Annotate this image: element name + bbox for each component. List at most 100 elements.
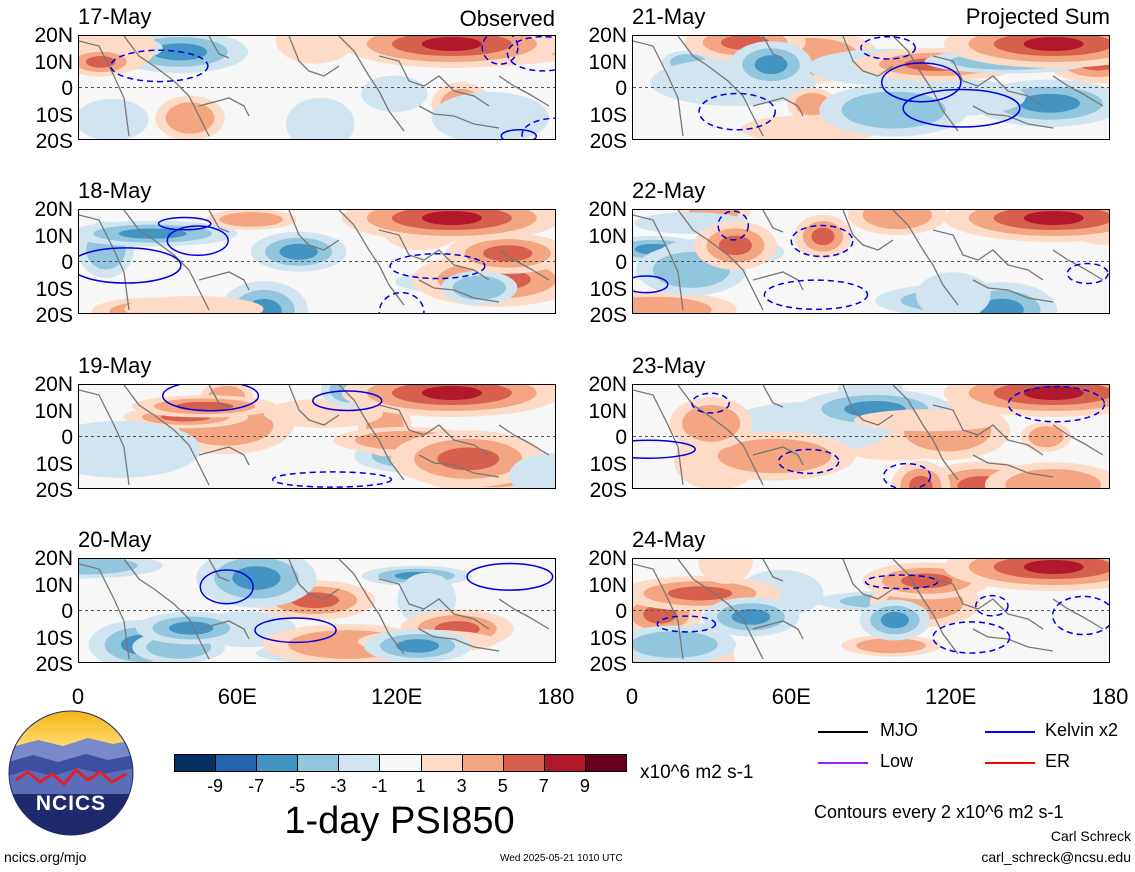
coastline [198, 446, 250, 466]
colorbar-tick-label: -5 [289, 776, 306, 796]
positive-anomaly-shading [718, 235, 752, 256]
lat-label: 10N [34, 573, 73, 597]
coastline [752, 97, 804, 117]
coastline [288, 36, 340, 77]
coastline [198, 620, 250, 640]
footer-email[interactable]: carl_schreck@ncsu.edu [981, 849, 1131, 865]
lon-label: 180 [537, 684, 575, 709]
kelvin-contour [79, 247, 182, 284]
lat-label: 0 [615, 600, 627, 623]
colorbar-tick-label: -3 [330, 776, 347, 796]
panel-date: 21-May [632, 4, 706, 29]
colorbar-tick-label: 7 [538, 776, 549, 796]
lat-label: 0 [615, 426, 627, 449]
positive-anomaly-shading [85, 56, 116, 68]
coastline [123, 36, 210, 137]
lat-label: 10N [34, 224, 73, 248]
positive-anomaly-shading [643, 604, 677, 624]
legend-er-line [985, 762, 1035, 764]
lat-label: 20S [35, 653, 73, 676]
coastline [752, 446, 804, 466]
positive-anomaly-shading [165, 102, 215, 134]
positive-anomaly-shading [219, 212, 284, 227]
coastline [842, 210, 894, 251]
lat-label: 0 [61, 600, 73, 623]
colorbar-tick-label: 5 [497, 776, 508, 796]
positive-anomaly-shading [483, 245, 533, 262]
psi850-map-panel [632, 209, 1110, 314]
lat-label: 20N [34, 373, 73, 396]
colorbar-swatch [379, 754, 422, 772]
lat-label: 10S [589, 452, 627, 476]
legend-kelvin-label: Kelvin x2 [1045, 720, 1119, 740]
coastline [498, 249, 550, 281]
coastline [208, 36, 230, 59]
coastline [842, 559, 894, 600]
legend-er-label: ER [1045, 751, 1071, 771]
negative-anomaly-shading [1019, 93, 1080, 113]
coastline [418, 105, 500, 129]
lat-label: 0 [615, 251, 627, 274]
colorbar-swatch [461, 754, 504, 772]
panel-date: 18-May [78, 178, 152, 203]
positive-anomaly-shading [682, 404, 741, 442]
coastline [498, 598, 550, 630]
lat-label: 20S [589, 304, 627, 327]
lat-label: 10S [35, 452, 73, 476]
positive-anomaly-shading [437, 447, 500, 471]
positive-anomaly-shading [275, 36, 355, 64]
negative-anomaly-shading [509, 453, 555, 488]
coastline [633, 563, 684, 660]
psi850-map-panel [632, 384, 1110, 489]
kelvin-contour [506, 36, 555, 72]
lat-label: 20S [589, 653, 627, 676]
coastline [338, 210, 405, 306]
colorbar-swatch [215, 754, 258, 772]
coastline [338, 385, 405, 481]
negative-anomaly-shading [731, 609, 771, 625]
positive-anomaly-shading [1023, 560, 1084, 574]
coastline [677, 210, 764, 311]
psi850-map-panel [632, 35, 1110, 140]
panel-date: 24-May [632, 527, 706, 552]
lat-label: 10S [589, 277, 627, 301]
coastline [378, 404, 490, 456]
kelvin-contour [312, 390, 383, 412]
lat-label: 10S [589, 626, 627, 650]
lat-label: 10S [589, 103, 627, 127]
coastline [498, 75, 550, 107]
coastline [972, 454, 1054, 478]
positive-anomaly-shading [862, 210, 932, 230]
kelvin-contour [254, 617, 337, 644]
lat-label: 0 [61, 426, 73, 449]
coastline [752, 620, 804, 640]
kelvin-contour [162, 385, 260, 412]
lat-label: 20S [35, 479, 73, 502]
panel-date: 22-May [632, 178, 706, 203]
kelvin-contour [860, 36, 916, 60]
lat-label: 20N [588, 24, 627, 47]
kelvin-contour [157, 216, 212, 231]
lon-label: 120E [370, 684, 423, 709]
coastline [932, 229, 1044, 281]
footer-url[interactable]: ncics.org/mjo [4, 849, 87, 865]
lat-label: 20S [589, 479, 627, 502]
legend-mjo-line [818, 731, 868, 733]
positive-anomaly-shading [698, 559, 753, 584]
coastline [378, 229, 490, 281]
coastline [1052, 75, 1104, 107]
positive-anomaly-shading [421, 386, 482, 400]
positive-anomaly-shading [667, 586, 733, 601]
coastline [892, 559, 959, 655]
legend-mjo-label: MJO [880, 720, 918, 740]
coastline [123, 385, 210, 486]
psi850-map-panel [78, 384, 556, 489]
colorbar-tick-label: 1 [415, 776, 426, 796]
lon-label: 0 [625, 684, 639, 709]
lat-label: 20N [34, 24, 73, 47]
negative-anomaly-shading [361, 75, 428, 112]
lon-label: 180 [1091, 684, 1129, 709]
coastline [123, 210, 210, 311]
kelvin-contour [698, 92, 776, 131]
colorbar-swatch [543, 754, 586, 772]
